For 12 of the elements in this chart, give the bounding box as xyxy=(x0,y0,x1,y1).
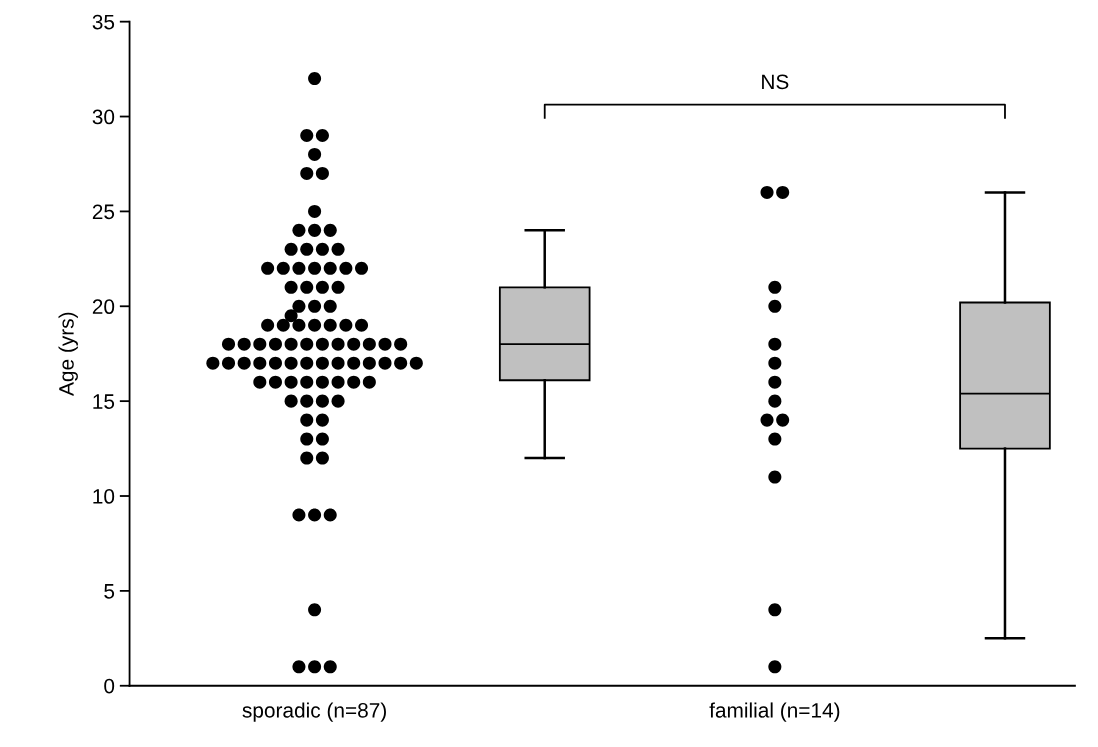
y-tick-label: 10 xyxy=(93,489,115,504)
y-tick-label: 30 xyxy=(92,109,115,125)
x-tick-label: familial (n=14) xyxy=(709,702,840,722)
y-tick-label: 25 xyxy=(92,204,115,220)
y-tick-label: 20 xyxy=(92,299,115,315)
y-tick-label: 5 xyxy=(104,584,115,599)
y-tick-label: 15 xyxy=(93,394,115,409)
y-tick-label: 0 xyxy=(104,678,115,694)
x-tick-label: sporadic (n=87) xyxy=(242,702,386,722)
y-tick-label: 35 xyxy=(92,14,115,30)
annotation: NS xyxy=(762,74,789,90)
y-axis-title: Age (yrs) xyxy=(58,312,78,396)
